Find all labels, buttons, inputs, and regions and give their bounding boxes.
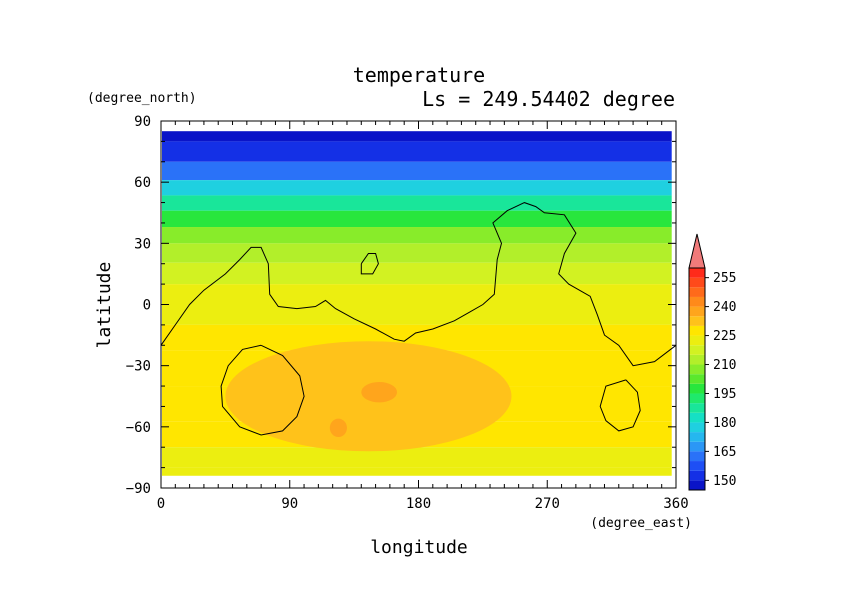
colorbar-segment (689, 325, 705, 336)
x-tick-label: 0 (157, 496, 165, 512)
colorbar-segment (689, 441, 705, 452)
y-axis: 90 60 30 0 −30 −60 −90 (126, 114, 676, 497)
heat-band (162, 195, 672, 211)
y-tick-label: −60 (126, 420, 151, 436)
heat-band (162, 262, 672, 285)
colorbar-segment (689, 393, 705, 404)
colorbar-tick-label: 240 (713, 300, 736, 315)
heat-band (162, 131, 672, 142)
heat-band (162, 284, 672, 305)
heat-band (162, 304, 672, 325)
colorbar-segment (689, 470, 705, 481)
colorbar-segment (689, 354, 705, 365)
heat-band (162, 210, 672, 228)
colorbar-tick-label: 150 (713, 474, 736, 489)
x-tick-label: 270 (535, 496, 560, 512)
colorbar-segment (689, 383, 705, 394)
colorbar-segment (689, 268, 705, 278)
x-tick-label: 180 (406, 496, 431, 512)
plot-area (162, 131, 672, 476)
colorbar-segment (689, 480, 705, 490)
colorbar-tick-label: 165 (713, 445, 736, 460)
heat-band (162, 467, 672, 476)
colorbar-segment (689, 277, 705, 288)
heat-region (361, 381, 398, 403)
y-tick-label: −90 (126, 481, 151, 497)
chart-title: temperature (353, 63, 485, 87)
colorbar-tick-label: 195 (713, 387, 736, 402)
y-axis-label: latitude (94, 262, 115, 349)
colorbar-segment (689, 296, 705, 307)
y-tick-label: −30 (126, 359, 151, 375)
colorbar-segment (689, 374, 705, 384)
chart-subtitle: Ls = 249.54402 degree (422, 87, 675, 111)
colorbar-segment (689, 412, 705, 423)
colorbar-segment (689, 335, 705, 346)
heat-band (162, 243, 672, 263)
colorbar-segment (689, 451, 705, 462)
y-tick-label: 0 (143, 298, 151, 314)
contour-line (599, 379, 641, 432)
colorbar-segment (689, 461, 705, 471)
y-tick-label: 30 (134, 236, 151, 252)
colorbar-frame (688, 267, 706, 491)
colorbar-tick-label: 225 (713, 329, 736, 344)
heat-band (162, 227, 672, 244)
y-axis-units: (degree_north) (87, 91, 197, 106)
colorbar-tick-label: 180 (713, 416, 736, 431)
contour-line (220, 344, 305, 436)
colorbar-segment (689, 403, 705, 413)
contour-line (160, 202, 677, 367)
x-axis-units: (degree_east) (590, 516, 692, 531)
heat-band (162, 447, 672, 468)
heat-band (162, 180, 672, 196)
colorbar-tick-label: 255 (713, 271, 736, 286)
heat-band (162, 141, 672, 162)
colorbar-segment (689, 432, 705, 442)
x-tick-label: 90 (281, 496, 298, 512)
y-tick-label: 90 (134, 114, 151, 130)
colorbar-segment (689, 316, 705, 326)
contour-layer (160, 202, 677, 436)
colorbar-tick-label: 210 (713, 358, 736, 373)
colorbar-segment (689, 345, 705, 355)
colorbar-segment (689, 422, 705, 433)
x-tick-label: 360 (663, 496, 688, 512)
colorbar: 150 165 180 195 210 225 240 255 (688, 233, 736, 491)
y-tick-label: 60 (134, 175, 151, 191)
colorbar-segment (689, 364, 705, 375)
contour-line (360, 253, 379, 275)
colorbar-segment (689, 306, 705, 317)
x-axis-label: longitude (370, 537, 468, 558)
colorbar-segment (689, 287, 705, 297)
heat-region (329, 418, 347, 438)
x-axis: 0 90 180 270 360 (157, 121, 689, 512)
colorbar-overflow-arrow (688, 233, 706, 269)
heat-band (162, 161, 672, 181)
